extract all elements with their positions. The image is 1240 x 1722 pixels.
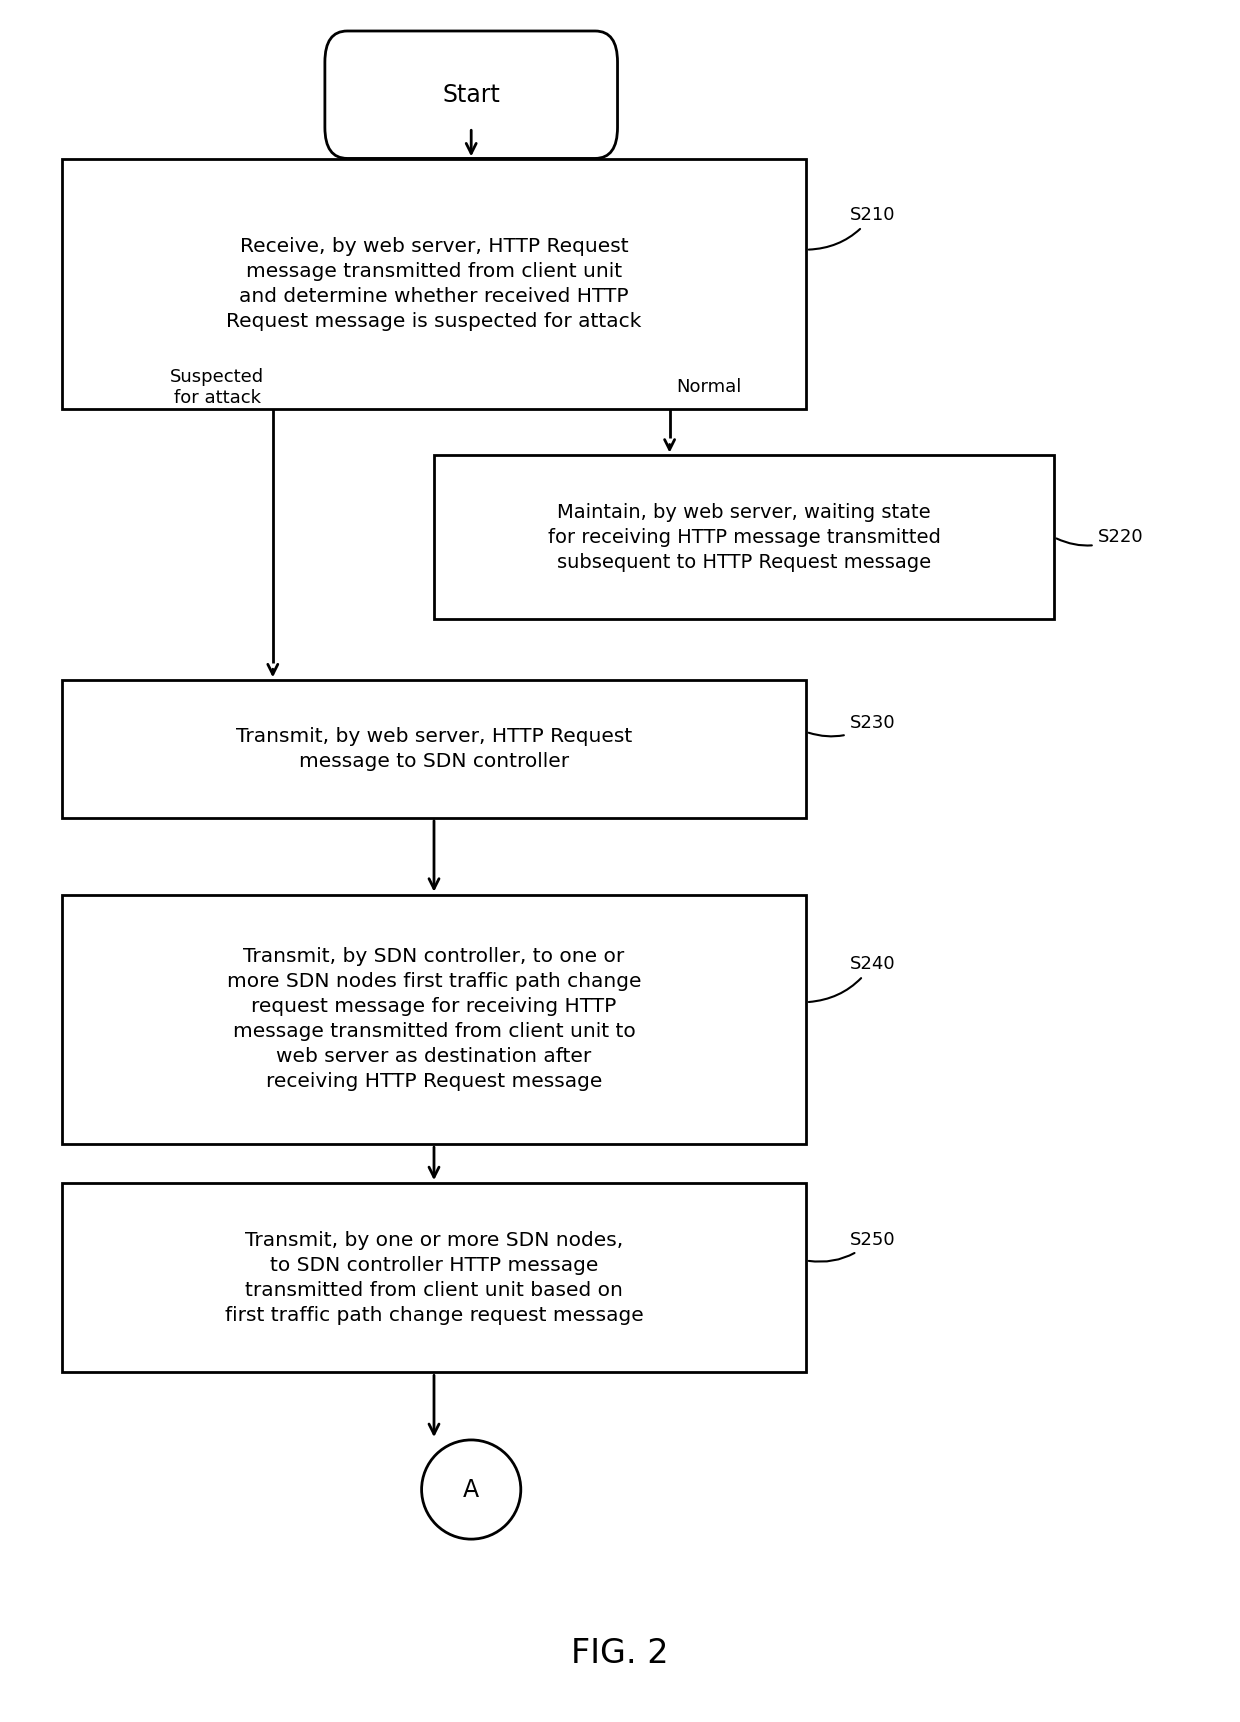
Text: Suspected
for attack: Suspected for attack bbox=[170, 369, 264, 406]
Text: Receive, by web server, HTTP Request
message transmitted from client unit
and de: Receive, by web server, HTTP Request mes… bbox=[227, 238, 641, 331]
Text: Start: Start bbox=[443, 83, 500, 107]
Bar bbox=[62, 895, 806, 1143]
Text: S210: S210 bbox=[808, 207, 895, 250]
Text: Transmit, by SDN controller, to one or
more SDN nodes first traffic path change
: Transmit, by SDN controller, to one or m… bbox=[227, 947, 641, 1092]
Text: Transmit, by web server, HTTP Request
message to SDN controller: Transmit, by web server, HTTP Request me… bbox=[236, 727, 632, 771]
Text: A: A bbox=[463, 1477, 480, 1502]
Bar bbox=[62, 680, 806, 818]
Bar bbox=[434, 456, 1054, 618]
Bar bbox=[62, 160, 806, 410]
Text: Transmit, by one or more SDN nodes,
to SDN controller HTTP message
transmitted f: Transmit, by one or more SDN nodes, to S… bbox=[224, 1231, 644, 1324]
Text: S220: S220 bbox=[1056, 529, 1143, 546]
Text: FIG. 2: FIG. 2 bbox=[572, 1636, 668, 1670]
Text: Maintain, by web server, waiting state
for receiving HTTP message transmitted
su: Maintain, by web server, waiting state f… bbox=[548, 503, 940, 572]
Bar bbox=[62, 1183, 806, 1372]
Text: Normal: Normal bbox=[676, 379, 742, 396]
Text: S250: S250 bbox=[808, 1231, 895, 1262]
Ellipse shape bbox=[422, 1440, 521, 1539]
Text: S240: S240 bbox=[808, 956, 895, 1002]
Text: S230: S230 bbox=[808, 715, 895, 737]
FancyBboxPatch shape bbox=[325, 31, 618, 158]
